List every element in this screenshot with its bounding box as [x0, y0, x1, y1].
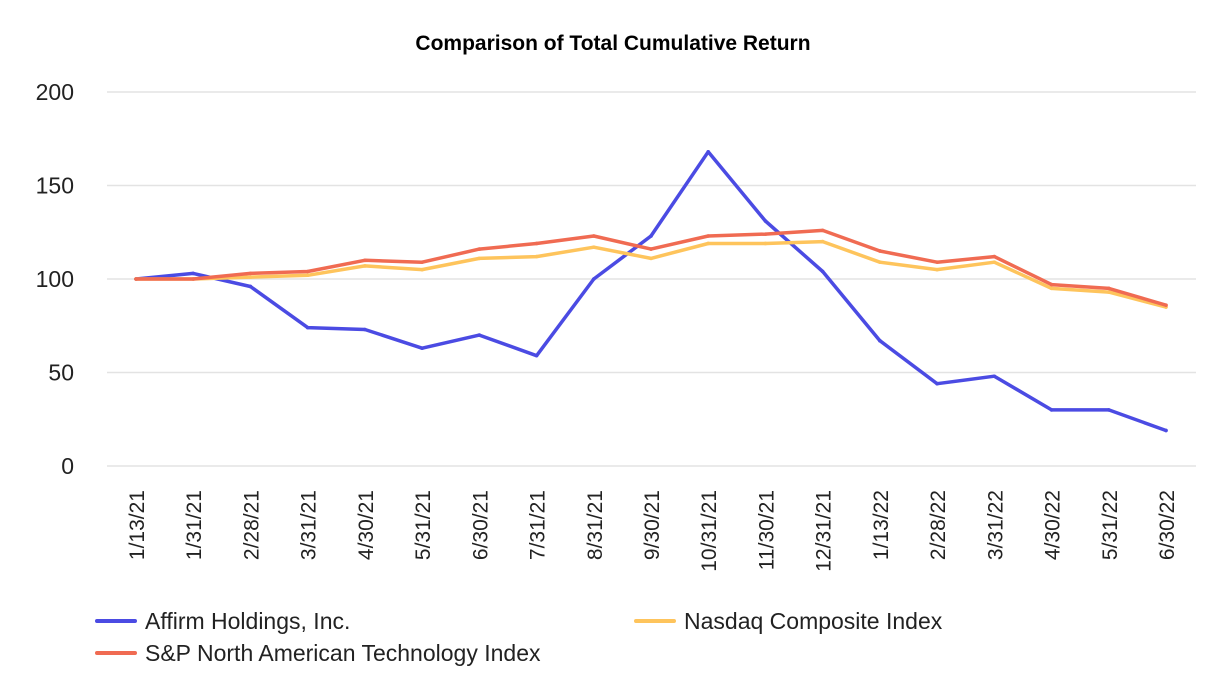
series-lines [134, 150, 1168, 433]
data-point [363, 258, 367, 263]
data-point [1106, 290, 1111, 294]
data-point [878, 338, 882, 343]
data-point [1164, 303, 1168, 307]
data-point [820, 239, 825, 244]
data-point [820, 269, 825, 274]
data-point [1049, 408, 1054, 412]
data-point [878, 260, 882, 264]
y-tick-label: 50 [48, 360, 74, 386]
x-tick-label: 6/30/22 [1156, 490, 1179, 560]
y-axis-ticks: 0 50 100 150 200 [36, 79, 74, 479]
data-point [649, 234, 653, 238]
data-point [706, 234, 711, 238]
data-point [477, 256, 482, 261]
data-point [363, 264, 367, 268]
data-point [763, 219, 768, 223]
chart-title: Comparison of Total Cumulative Return [415, 32, 810, 55]
x-tick-label: 2/28/21 [240, 490, 263, 560]
x-tick-label: 11/30/21 [755, 490, 778, 570]
data-point [534, 241, 539, 246]
data-point [820, 228, 825, 233]
gridlines [107, 91, 1196, 467]
x-tick-label: 7/31/21 [527, 490, 550, 560]
data-point [134, 277, 138, 281]
data-point [305, 273, 310, 278]
x-tick-label: 8/31/21 [584, 490, 607, 560]
data-point [420, 346, 424, 350]
data-point [935, 381, 939, 386]
x-tick-label: 4/30/22 [1042, 490, 1065, 560]
legend-label: Nasdaq Composite Index [684, 608, 943, 634]
data-point [706, 150, 711, 154]
data-point [191, 271, 196, 276]
data-point [420, 260, 424, 264]
data-point [1049, 286, 1054, 291]
data-point [305, 269, 310, 274]
y-tick-label: 200 [36, 79, 74, 105]
data-point [935, 267, 939, 272]
x-tick-label: 9/30/21 [641, 490, 664, 560]
data-point [649, 256, 653, 261]
series-line-0 [134, 150, 1168, 433]
data-point [477, 247, 482, 251]
data-point [992, 374, 997, 379]
series-line-1 [134, 239, 1168, 309]
data-point [248, 284, 253, 289]
x-tick-label: 5/31/21 [412, 490, 435, 560]
data-point [591, 277, 596, 281]
data-point [1106, 286, 1111, 291]
data-point [534, 254, 539, 259]
data-point [992, 254, 997, 259]
data-point [763, 241, 768, 246]
y-tick-label: 150 [36, 173, 74, 199]
data-point [1049, 282, 1054, 287]
x-axis-ticks: 1/13/21 1/31/21 2/28/21 3/31/21 4/30/21 5/31/… [126, 490, 1179, 572]
data-point [1164, 428, 1168, 433]
x-tick-label: 5/31/22 [1099, 490, 1122, 560]
x-tick-label: 12/31/21 [813, 490, 836, 572]
x-tick-label: 6/30/21 [469, 490, 492, 560]
x-tick-label: 1/13/22 [870, 490, 893, 560]
legend-label: S&P North American Technology Index [145, 640, 541, 666]
y-tick-label: 0 [61, 453, 74, 479]
x-tick-label: 3/31/21 [298, 490, 321, 560]
data-point [591, 234, 596, 238]
data-point [248, 271, 253, 276]
data-point [248, 275, 253, 279]
data-point [706, 241, 711, 246]
y-tick-label: 100 [36, 266, 74, 292]
x-tick-label: 2/28/22 [927, 490, 950, 560]
data-point [591, 245, 596, 250]
data-point [763, 232, 768, 236]
series-line-2 [134, 228, 1168, 307]
data-point [992, 260, 997, 264]
data-point [1106, 408, 1111, 412]
data-point [305, 325, 310, 330]
data-point [363, 327, 367, 332]
x-tick-label: 1/31/21 [183, 490, 206, 560]
legend-label: Affirm Holdings, Inc. [145, 608, 350, 634]
x-tick-label: 1/13/21 [126, 490, 149, 560]
data-point [420, 267, 424, 272]
x-tick-label: 4/30/21 [355, 490, 378, 560]
data-point [935, 260, 939, 264]
x-tick-label: 10/31/21 [698, 490, 721, 572]
data-point [649, 247, 653, 251]
data-point [878, 249, 882, 253]
data-point [191, 277, 196, 281]
data-point [534, 353, 539, 358]
x-tick-label: 3/31/22 [984, 490, 1007, 560]
legend: Affirm Holdings, Inc. Nasdaq Composite In… [95, 608, 943, 666]
data-point [477, 333, 482, 337]
